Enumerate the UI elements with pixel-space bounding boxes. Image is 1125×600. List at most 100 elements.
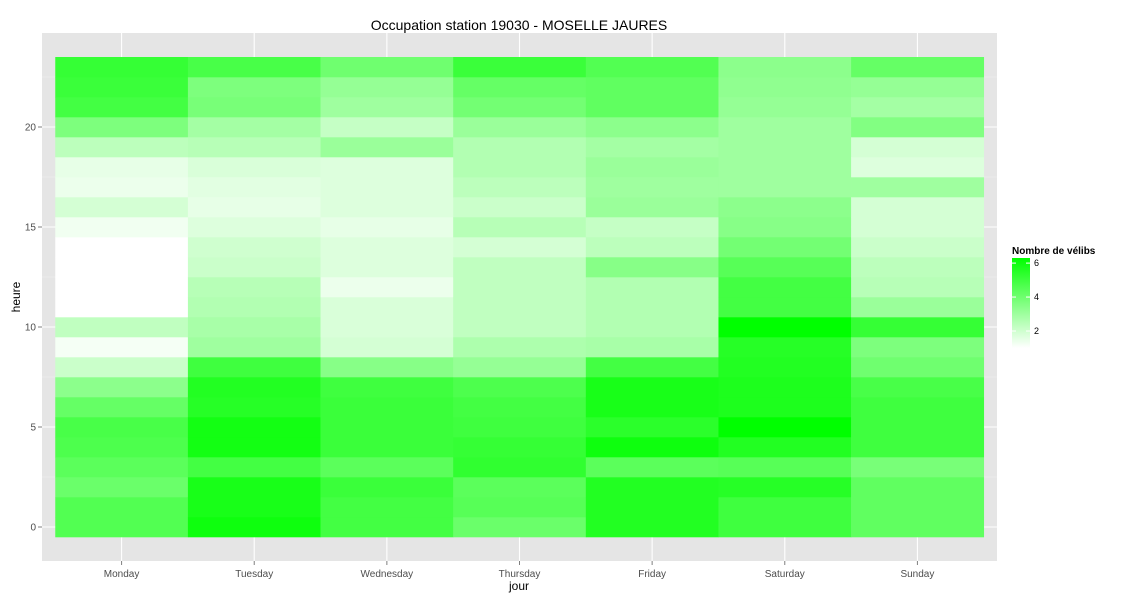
heatmap-tile	[187, 197, 321, 218]
heatmap-tile	[585, 137, 719, 158]
heatmap-tile	[851, 297, 985, 318]
heatmap-tile	[320, 277, 454, 298]
heatmap-tile	[453, 437, 587, 458]
heatmap-tile	[718, 157, 852, 178]
heatmap-tile	[320, 437, 454, 458]
heatmap-tile	[320, 337, 454, 358]
heatmap-tile	[718, 257, 852, 278]
y-axis-ticks: 0 5 10 15 20	[25, 123, 42, 534]
x-tick-label: Saturday	[765, 569, 805, 580]
heatmap-tile	[851, 277, 985, 298]
heatmap-tile	[55, 217, 189, 238]
heatmap-tile	[55, 417, 189, 438]
heatmap-tile	[851, 497, 985, 518]
heatmap-tile	[718, 317, 852, 338]
heatmap-tile	[585, 497, 719, 518]
heatmap-tile	[320, 177, 454, 198]
heatmap-tile	[718, 57, 852, 78]
heatmap-tile	[851, 357, 985, 378]
heatmap-tile	[851, 157, 985, 178]
heatmap-tile	[585, 117, 719, 138]
heatmap-tile	[453, 377, 587, 398]
x-tick-label: Monday	[104, 569, 140, 580]
heatmap-tile	[453, 397, 587, 418]
heatmap-tile	[585, 277, 719, 298]
legend-tick-label: 4	[1034, 292, 1039, 302]
heatmap-tile	[55, 457, 189, 478]
heatmap-tile	[453, 457, 587, 478]
heatmap-tile	[585, 77, 719, 98]
heatmap-tile	[718, 277, 852, 298]
legend-colorbar	[1012, 258, 1030, 348]
heatmap-tile	[187, 477, 321, 498]
heatmap-tile	[55, 317, 189, 338]
heatmap-tile	[718, 337, 852, 358]
x-tick-label: Tuesday	[235, 569, 273, 580]
heatmap-tile	[851, 137, 985, 158]
heatmap-tile	[187, 117, 321, 138]
heatmap-tile	[453, 217, 587, 238]
heatmap-tile	[585, 437, 719, 458]
heatmap-tile	[718, 137, 852, 158]
heatmap-tile	[55, 157, 189, 178]
x-tick-label: Friday	[638, 569, 666, 580]
legend-title: Nombre de vélibs	[1012, 246, 1096, 257]
heatmap-tile	[320, 237, 454, 258]
heatmap-tile	[718, 177, 852, 198]
x-tick-label: Thursday	[499, 569, 541, 580]
x-axis-title: jour	[508, 579, 529, 593]
heatmap-tile	[585, 477, 719, 498]
heatmap-tile	[187, 377, 321, 398]
heatmap-tiles	[55, 57, 985, 538]
heatmap-tile	[718, 397, 852, 418]
heatmap-tile	[55, 357, 189, 378]
heatmap-tile	[55, 237, 189, 258]
heatmap-tile	[55, 297, 189, 318]
heatmap-tile	[585, 517, 719, 538]
heatmap-tile	[585, 57, 719, 78]
heatmap-tile	[585, 357, 719, 378]
heatmap-tile	[55, 397, 189, 418]
heatmap-tile	[55, 477, 189, 498]
heatmap-tile	[851, 57, 985, 78]
heatmap-tile	[320, 377, 454, 398]
heatmap-tile	[320, 477, 454, 498]
heatmap-tile	[851, 437, 985, 458]
heatmap-tile	[585, 257, 719, 278]
heatmap-tile	[320, 397, 454, 418]
heatmap-tile	[453, 177, 587, 198]
legend-tick-label: 2	[1034, 326, 1039, 336]
heatmap-tile	[851, 377, 985, 398]
chart-title: Occupation station 19030 - MOSELLE JAURE…	[371, 17, 667, 33]
heatmap-tile	[851, 117, 985, 138]
heatmap-tile	[453, 517, 587, 538]
heatmap-tile	[585, 377, 719, 398]
heatmap-tile	[453, 237, 587, 258]
heatmap-tile	[718, 77, 852, 98]
heatmap-tile	[585, 217, 719, 238]
heatmap-tile	[187, 417, 321, 438]
heatmap-tile	[718, 497, 852, 518]
x-tick-label: Sunday	[900, 569, 934, 580]
heatmap-tile	[187, 517, 321, 538]
heatmap-tile	[453, 317, 587, 338]
heatmap-tile	[187, 217, 321, 238]
heatmap-tile	[851, 517, 985, 538]
heatmap-tile	[851, 337, 985, 358]
heatmap-tile	[718, 97, 852, 118]
heatmap-tile	[453, 297, 587, 318]
heatmap-tile	[453, 277, 587, 298]
heatmap-tile	[585, 177, 719, 198]
heatmap-tile	[718, 237, 852, 258]
heatmap-tile	[585, 337, 719, 358]
heatmap-tile	[585, 317, 719, 338]
heatmap-tile	[453, 97, 587, 118]
heatmap-tile	[320, 137, 454, 158]
heatmap-tile	[55, 517, 189, 538]
heatmap-tile	[851, 477, 985, 498]
heatmap-tile	[585, 457, 719, 478]
heatmap-tile	[718, 217, 852, 238]
heatmap-tile	[320, 457, 454, 478]
heatmap-tile	[851, 237, 985, 258]
heatmap-tile	[55, 137, 189, 158]
